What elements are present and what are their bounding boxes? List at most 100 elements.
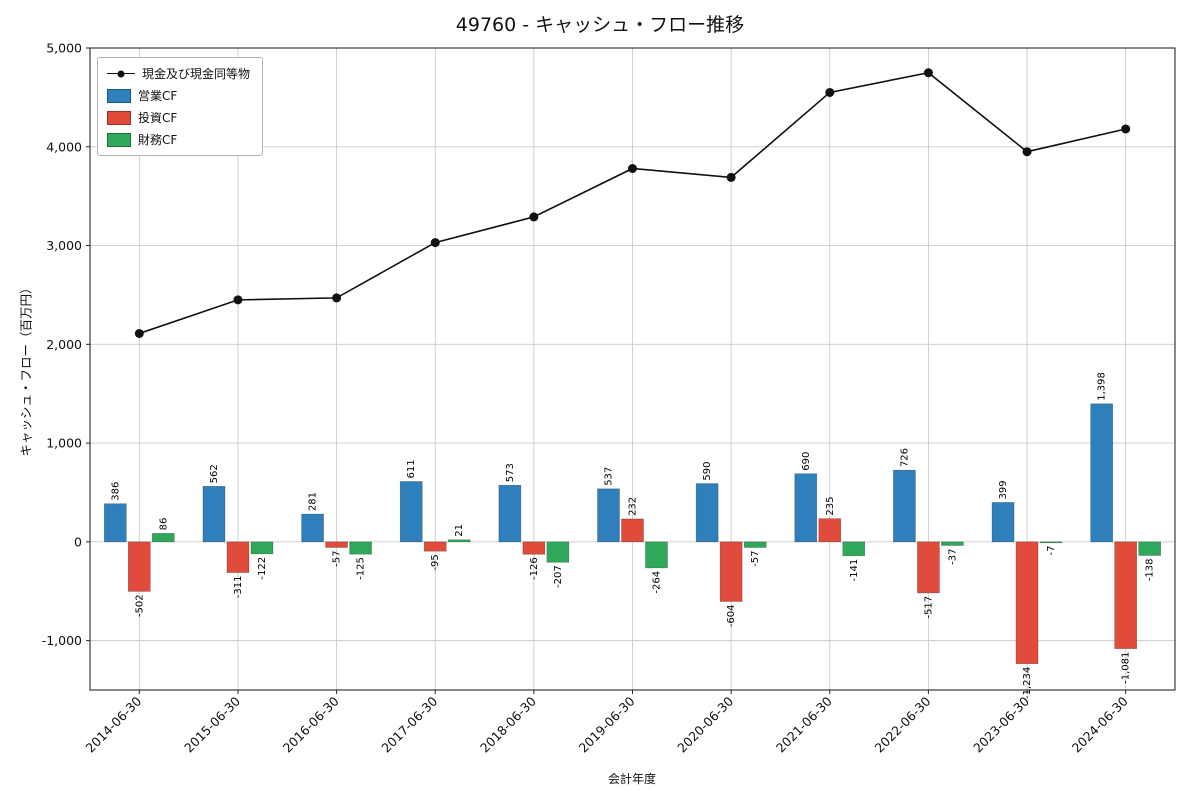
bar-value-label: 562 — [209, 464, 220, 483]
bar-value-label: -502 — [134, 594, 145, 617]
y-tick-label: 4,000 — [46, 139, 82, 154]
cash-line-marker — [1121, 124, 1131, 134]
bar-財務CF-2019-06-30 — [645, 541, 668, 569]
x-tick-label: 2024-06-30 — [1069, 693, 1131, 755]
bar-財務CF-2024-06-30 — [1138, 541, 1161, 556]
bar-営業CF-2019-06-30 — [597, 488, 620, 543]
bar-投資CF-2022-06-30 — [917, 541, 940, 594]
bar-value-label: -311 — [233, 576, 244, 599]
x-tick-label: 2019-06-30 — [576, 693, 638, 755]
bar-value-label: 21 — [454, 524, 465, 537]
bar-財務CF-2020-06-30 — [743, 541, 767, 548]
bar-投資CF-2023-06-30 — [1015, 541, 1039, 665]
bar-財務CF-2014-06-30 — [152, 533, 175, 543]
bar-value-label: -604 — [726, 605, 737, 628]
x-tick-label: 2015-06-30 — [181, 693, 243, 755]
y-tick-label: -1,000 — [42, 633, 82, 648]
bar-営業CF-2022-06-30 — [893, 469, 916, 543]
bar-投資CF-2024-06-30 — [1114, 541, 1137, 649]
bar-value-label: 232 — [628, 497, 639, 516]
legend-item-cash: 現金及び現金同等物 — [107, 65, 250, 82]
bar-財務CF-2023-06-30 — [1039, 541, 1063, 544]
bar-営業CF-2023-06-30 — [991, 502, 1015, 543]
bar-投資CF-2019-06-30 — [621, 518, 644, 543]
x-tick-label: 2023-06-30 — [970, 693, 1032, 755]
x-tick-label: 2021-06-30 — [773, 693, 835, 755]
x-tick-label: 2018-06-30 — [477, 693, 539, 755]
cash-line-marker — [726, 172, 736, 182]
bar-財務CF-2022-06-30 — [941, 541, 964, 546]
y-tick-label: 0 — [74, 534, 82, 549]
bar-財務CF-2017-06-30 — [447, 539, 471, 543]
bar-投資CF-2016-06-30 — [325, 541, 348, 548]
y-tick-label: 3,000 — [46, 238, 82, 253]
x-tick-label: 2022-06-30 — [872, 693, 934, 755]
bar-営業CF-2018-06-30 — [498, 484, 522, 543]
bar-投資CF-2018-06-30 — [522, 541, 546, 555]
bar-営業CF-2016-06-30 — [301, 513, 324, 543]
bar-value-label: 281 — [308, 492, 319, 511]
bar-value-label: 235 — [825, 497, 836, 516]
legend-swatch-operating — [107, 88, 131, 103]
bar-営業CF-2024-06-30 — [1090, 403, 1113, 543]
bar-財務CF-2021-06-30 — [842, 541, 866, 557]
legend-label-operating: 営業CF — [138, 89, 178, 103]
cash-line-marker — [923, 68, 933, 78]
chart-title: 49760 - キャッシュ・フロー推移 — [455, 14, 745, 36]
legend-swatch-investing — [107, 110, 131, 125]
bar-営業CF-2014-06-30 — [104, 503, 127, 543]
bar-value-label: 690 — [801, 452, 812, 471]
line-marker-icon — [107, 69, 135, 79]
bar-財務CF-2018-06-30 — [546, 541, 570, 563]
bar-value-label: -1,234 — [1022, 667, 1033, 699]
bar-投資CF-2014-06-30 — [128, 541, 151, 592]
bar-value-label: -138 — [1145, 558, 1156, 581]
cash-line-marker — [332, 293, 342, 303]
legend-swatch-financing — [107, 132, 131, 147]
cash-line-marker — [1022, 147, 1032, 157]
bar-value-label: 537 — [604, 467, 615, 486]
legend: 現金及び現金同等物 営業CF 投資CF 財務CF — [97, 57, 264, 156]
cash-line-marker — [134, 328, 144, 338]
legend-item-investing-cf: 投資CF — [107, 109, 250, 126]
legend-label-investing: 投資CF — [138, 111, 178, 125]
x-tick-label: 2016-06-30 — [280, 693, 342, 755]
bar-value-label: 399 — [998, 480, 1009, 499]
legend-item-operating-cf: 営業CF — [107, 87, 250, 104]
bar-value-label: 86 — [158, 518, 169, 531]
legend-label-financing: 財務CF — [138, 133, 178, 147]
bar-value-label: 726 — [899, 448, 910, 467]
bar-value-label: -37 — [947, 549, 958, 565]
bar-営業CF-2017-06-30 — [399, 481, 423, 543]
x-tick-label: 2014-06-30 — [82, 693, 144, 755]
bar-営業CF-2020-06-30 — [695, 483, 719, 543]
legend-item-financing-cf: 財務CF — [107, 131, 250, 148]
x-tick-label: 2020-06-30 — [674, 693, 736, 755]
bar-value-label: -57 — [750, 550, 761, 566]
bar-value-label: 1,398 — [1097, 372, 1108, 401]
bar-投資CF-2020-06-30 — [719, 541, 743, 602]
bar-value-label: -1,081 — [1121, 652, 1132, 684]
bar-value-label: -125 — [356, 557, 367, 580]
bar-投資CF-2021-06-30 — [818, 518, 842, 543]
bar-value-label: -264 — [652, 571, 663, 594]
bar-財務CF-2016-06-30 — [349, 541, 372, 555]
y-tick-label: 1,000 — [46, 436, 82, 451]
bar-value-label: -207 — [553, 565, 564, 588]
bar-営業CF-2021-06-30 — [794, 473, 818, 543]
x-axis-label: 会計年度 — [607, 772, 657, 786]
bar-value-label: 611 — [406, 459, 417, 478]
y-tick-label: 5,000 — [46, 41, 82, 56]
bar-value-label: 590 — [702, 461, 713, 480]
bar-value-label: -517 — [923, 596, 934, 619]
bar-営業CF-2015-06-30 — [202, 486, 226, 543]
bar-value-label: -122 — [257, 557, 268, 580]
bar-value-label: -57 — [332, 550, 343, 566]
bar-value-label: -7 — [1046, 546, 1057, 556]
bar-value-label: -126 — [529, 557, 540, 580]
legend-label-cash: 現金及び現金同等物 — [142, 67, 251, 81]
cash-line-marker — [430, 238, 440, 248]
x-tick-label: 2017-06-30 — [378, 693, 440, 755]
